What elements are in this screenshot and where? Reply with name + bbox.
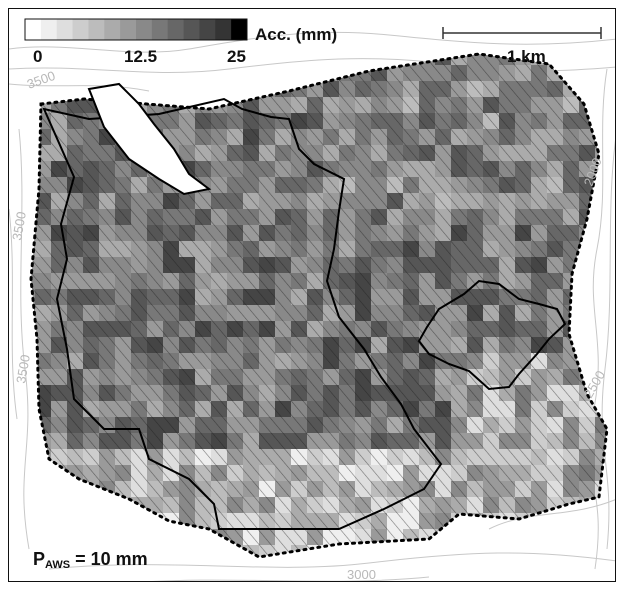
scale-bar (442, 27, 602, 39)
colorbar-border (24, 18, 248, 41)
colorbar-swatch (183, 19, 200, 40)
map-canvas: 3500 3500 3500 2000 2500 3000 (9, 18, 615, 582)
colorbar (25, 19, 248, 40)
colorbar-tick: 12.5 (124, 47, 158, 66)
contour-lines (9, 31, 615, 581)
colorbar-tick: 25 (227, 47, 246, 66)
colorbar-swatch (215, 19, 232, 40)
contour-label: 3000 (347, 567, 376, 582)
colorbar-swatch (231, 19, 248, 40)
colorbar-title: Acc. (mm) (255, 25, 338, 44)
colorbar-swatch (136, 19, 153, 40)
colorbar-swatch (56, 19, 74, 40)
colorbar-swatch (151, 19, 169, 40)
colorbar-swatch (199, 19, 216, 40)
precip-suffix: = 10 mm (70, 549, 148, 569)
colorbar-swatch (120, 19, 137, 40)
colorbar-tick: 0 (33, 47, 43, 66)
scale-bar-label: 1 km (507, 47, 546, 66)
colorbar-swatch (72, 19, 89, 40)
glacier-outlines (42, 82, 567, 530)
precip-label: PAWS = 10 mm (33, 549, 148, 571)
contour-label: 3500 (13, 353, 33, 384)
contour-label: 3500 (25, 68, 57, 92)
colorbar-swatch (104, 19, 121, 40)
contour-label: 2500 (581, 368, 608, 401)
colorbar-swatch (40, 19, 58, 40)
contour-label: 3500 (9, 210, 29, 241)
colorbar-swatch (25, 19, 42, 40)
domain-boundary (29, 52, 609, 559)
map-frame: 3500 3500 3500 2000 2500 3000 Acc. (mm) … (8, 8, 616, 582)
colorbar-swatch (167, 19, 185, 40)
precip-subscript: AWS (45, 559, 71, 571)
precip-prefix: P (33, 549, 46, 569)
colorbar-swatch (88, 19, 105, 40)
